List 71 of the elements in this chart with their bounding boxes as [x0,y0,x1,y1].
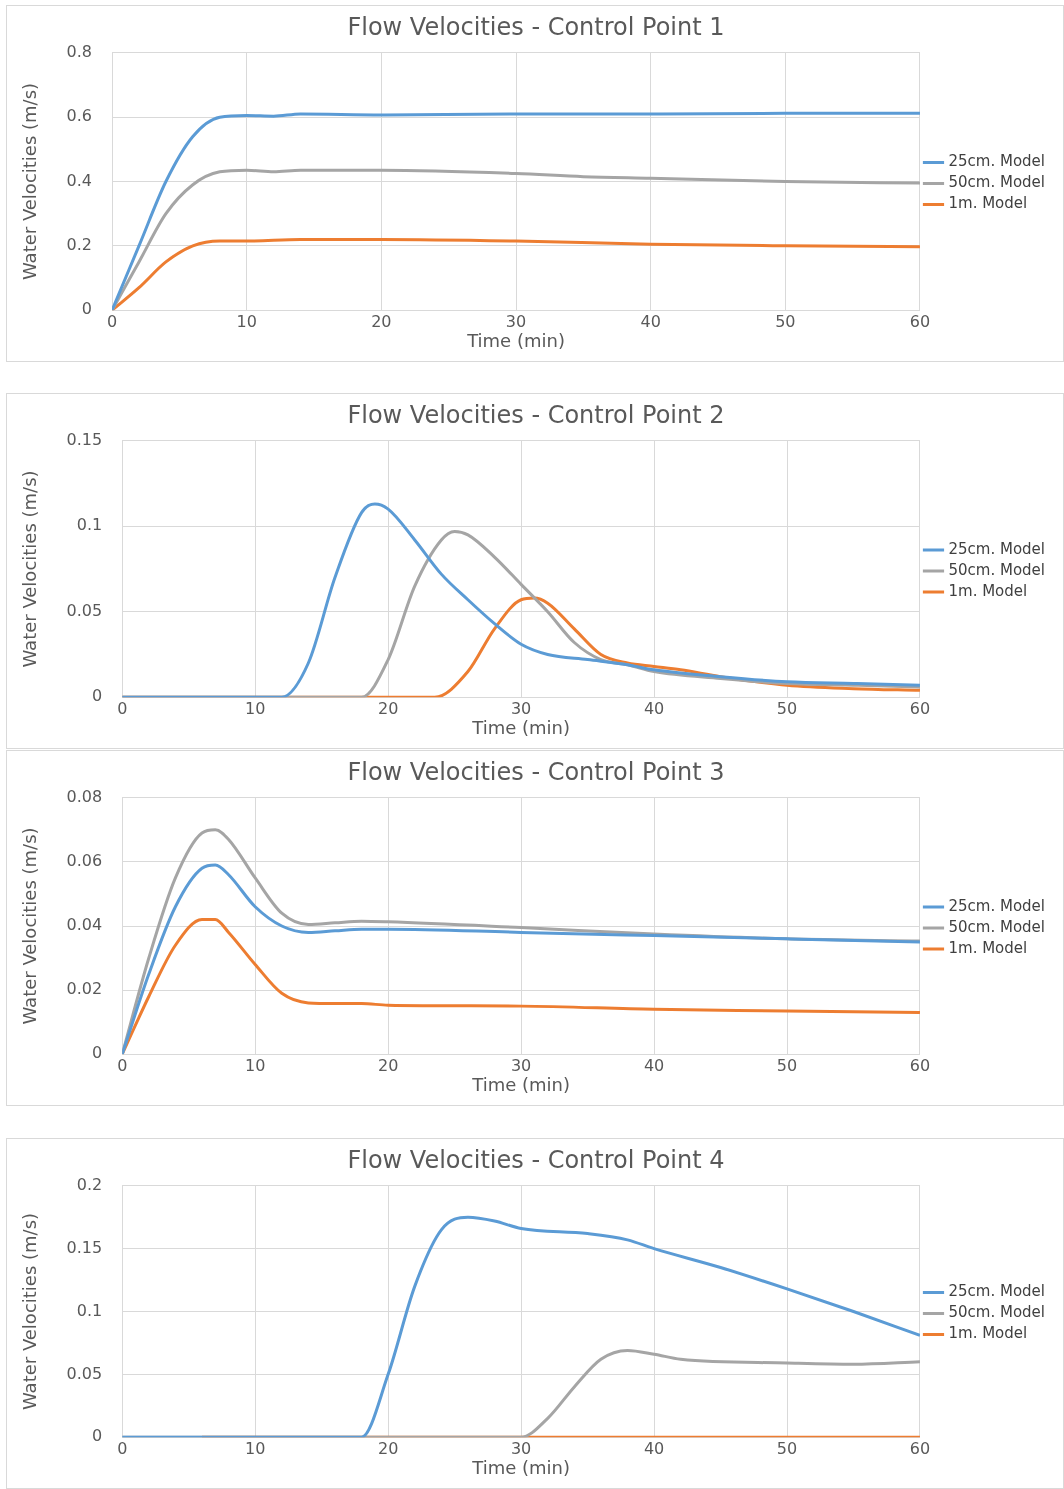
y-tick-label: 0.8 [66,41,93,61]
x-tick-label: 40 [643,698,665,718]
legend-label: 25cm. Model [948,896,1046,915]
x-tick-label: 20 [377,698,399,718]
x-axis-title: Time (min) [471,716,570,738]
y-tick-label: 0.08 [66,786,103,806]
y-tick-label: 0.1 [76,1300,103,1320]
y-tick-label: 0.15 [66,429,103,449]
x-axis-title: Time (min) [466,329,565,351]
line-series [122,863,920,1055]
chart-title: Flow Velocities - Control Point 4 [347,1145,725,1174]
chart-title: Flow Velocities - Control Point 1 [347,12,725,41]
x-tick-label: 0 [106,311,118,331]
line-series [112,237,920,311]
legend-label: 50cm. Model [948,173,1046,192]
x-tick-label: 30 [505,311,527,331]
x-tick-label: 30 [510,698,532,718]
x-tick-label: 30 [510,1438,532,1458]
y-tick-label: 0.02 [66,979,103,999]
x-tick-label: 20 [371,311,392,331]
y-tick-label: 0.04 [66,915,103,935]
y-axis-title: Water Velocities (m/s) [19,1212,41,1411]
x-tick-label: 50 [776,698,798,718]
y-axis-title: Water Velocities (m/s) [19,470,41,668]
legend-label: 50cm. Model [948,917,1046,936]
legend-label: 1m. Model [948,194,1028,213]
legend-label: 1m. Model [948,938,1028,957]
x-tick-label: 60 [909,311,931,331]
x-tick-label: 60 [909,1055,931,1075]
legend-label: 25cm. Model [948,152,1046,171]
line-series [122,918,920,1055]
x-tick-label: 0 [117,698,128,718]
x-tick-label: 40 [643,1055,665,1075]
y-tick-label: 0.15 [66,1237,103,1257]
y-axis-title: Water Velocities (m/s) [19,82,41,281]
chart-title: Flow Velocities - Control Point 3 [347,757,725,786]
y-tick-label: 0.4 [66,170,93,190]
x-tick-label: 20 [377,1438,399,1458]
x-tick-label: 10 [236,311,257,331]
legend-label: 25cm. Model [948,539,1046,558]
x-tick-label: 10 [245,1055,266,1075]
x-tick-label: 40 [640,311,661,331]
x-tick-label: 10 [245,698,266,718]
legend-label: 50cm. Model [948,1303,1046,1322]
y-tick-label: 0.6 [66,106,93,126]
y-tick-label: 0.1 [76,515,103,535]
y-tick-label: 0.2 [66,235,93,255]
x-tick-label: 40 [643,1438,665,1458]
legend-label: 1m. Model [948,1324,1028,1343]
y-tick-label: 0.05 [66,600,103,620]
line-series [122,1215,920,1438]
x-tick-label: 50 [775,311,796,331]
x-tick-label: 30 [510,1055,532,1075]
y-tick-label: 0.2 [76,1174,103,1194]
y-tick-label: 0.05 [66,1363,103,1383]
legend-label: 25cm. Model [948,1282,1046,1301]
y-axis-title: Water Velocities (m/s) [19,827,41,1025]
x-tick-label: 10 [245,1438,266,1458]
x-tick-label: 60 [909,698,931,718]
x-tick-label: 20 [377,1055,399,1075]
x-tick-label: 50 [776,1055,798,1075]
x-tick-label: 0 [117,1055,128,1075]
y-tick-label: 0.06 [66,851,103,871]
legend-label: 1m. Model [948,581,1028,600]
x-tick-label: 0 [117,1438,128,1458]
legend-label: 50cm. Model [948,560,1046,579]
chart-title: Flow Velocities - Control Point 2 [347,400,725,429]
x-tick-label: 50 [776,1438,798,1458]
x-axis-title: Time (min) [471,1073,570,1095]
x-axis-title: Time (min) [471,1456,570,1478]
x-tick-label: 60 [909,1438,931,1458]
